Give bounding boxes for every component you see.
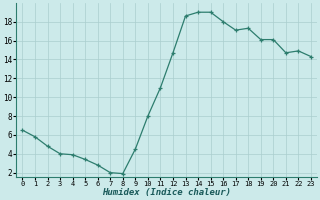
X-axis label: Humidex (Indice chaleur): Humidex (Indice chaleur)	[102, 188, 231, 197]
